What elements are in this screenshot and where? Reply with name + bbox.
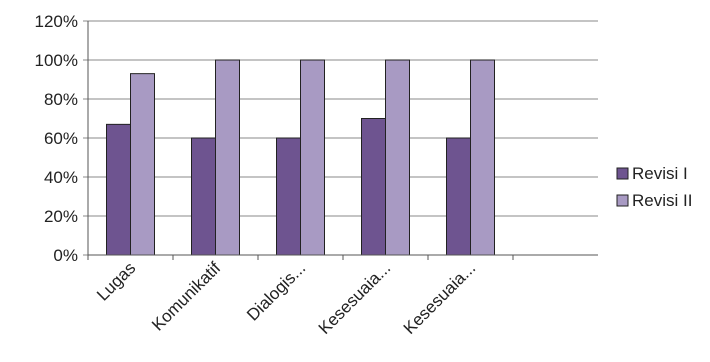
- x-category-label: Lugas: [93, 258, 139, 304]
- legend-swatch: [616, 167, 629, 180]
- legend-label: Revisi I: [632, 164, 688, 183]
- legend-label: Revisi II: [632, 191, 692, 210]
- legend: Revisi I Revisi II: [616, 164, 692, 210]
- x-category-label: Kesesuaia...: [315, 258, 395, 338]
- bar: [106, 123, 131, 256]
- y-axis-tick-labels: 0% 20% 40% 60% 80% 100% 120%: [35, 12, 78, 265]
- x-category-label: Kesesuaia...: [400, 258, 480, 338]
- bars: [106, 59, 495, 256]
- bar: [361, 118, 386, 256]
- axes: [87, 21, 598, 260]
- y-tick-label: 120%: [35, 12, 78, 31]
- bar: [385, 59, 410, 256]
- y-tick-label: 60%: [44, 129, 78, 148]
- bar: [446, 137, 471, 256]
- y-tick-label: 80%: [44, 90, 78, 109]
- bar: [300, 59, 325, 256]
- x-axis-category-labels: Lugas Komunikatif Dialogis... Kesesuaia... K…: [93, 258, 479, 338]
- bar: [276, 137, 301, 256]
- bar: [470, 59, 495, 256]
- y-tick-label: 100%: [35, 51, 78, 70]
- legend-swatch: [616, 194, 629, 207]
- y-tick-label: 0%: [53, 246, 78, 265]
- bar: [130, 73, 155, 256]
- y-tick-label: 20%: [44, 207, 78, 226]
- gridlines: [83, 20, 598, 256]
- x-category-label: Komunikatif: [148, 258, 224, 334]
- bar: [191, 137, 216, 256]
- bar: [215, 59, 240, 256]
- y-tick-label: 40%: [44, 168, 78, 187]
- x-category-label: Dialogis...: [243, 258, 309, 324]
